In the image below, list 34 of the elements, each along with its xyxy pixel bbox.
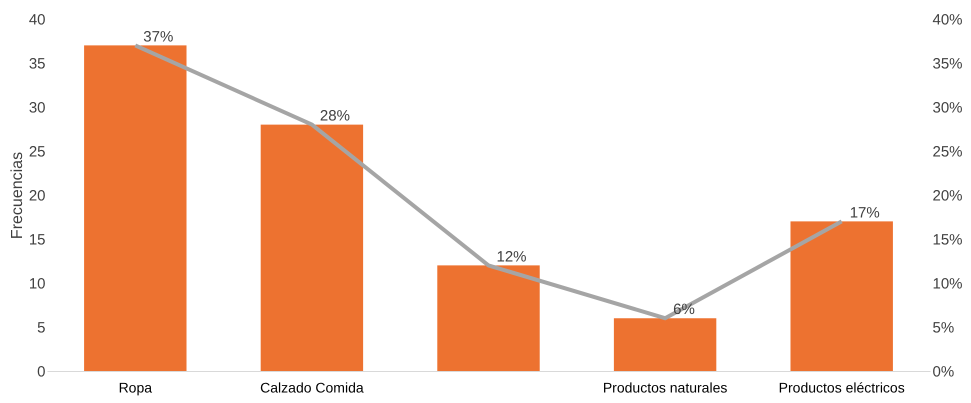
y-tick-label: 10 [28,276,46,292]
y2-tick-label: 15% [932,232,963,248]
line-series [133,43,844,320]
y2-tick-label: 40% [932,12,963,28]
bar [260,124,364,371]
data-label: 6% [673,301,695,318]
bar [614,318,716,371]
y-tick-label: 30 [28,100,46,116]
y2-tick-label: 5% [932,320,954,336]
bar [437,265,540,371]
y-tick-label: 5 [37,320,46,336]
y-tick-label: 0 [37,364,46,380]
y2-tick-label: 20% [932,188,963,204]
x-tick-label: Calzado Comida [260,380,364,396]
bar [84,45,187,371]
y-axis-title: Frecuencias [8,152,26,240]
y-tick-label: 15 [28,232,46,248]
y-tick-label: 40 [28,12,46,28]
y2-tick-label: 10% [932,276,963,292]
y-tick-label: 35 [28,56,46,72]
data-label: 28% [320,108,350,125]
data-label: 17% [850,204,880,222]
y2-tick-label: 25% [932,144,963,160]
x-tick-label: Ropa [118,380,152,396]
bar [790,221,893,371]
x-tick-label: Productos naturales [602,380,728,396]
y-tick-label: 20 [28,188,46,204]
y2-tick-label: 35% [932,56,963,72]
y2-tick-label: 0% [932,364,954,380]
x-tick-label: Productos eléctricos [778,380,905,396]
y2-tick-label: 30% [932,100,963,116]
data-label: 37% [143,28,174,46]
y-tick-label: 25 [28,144,46,160]
data-label: 12% [496,248,527,266]
